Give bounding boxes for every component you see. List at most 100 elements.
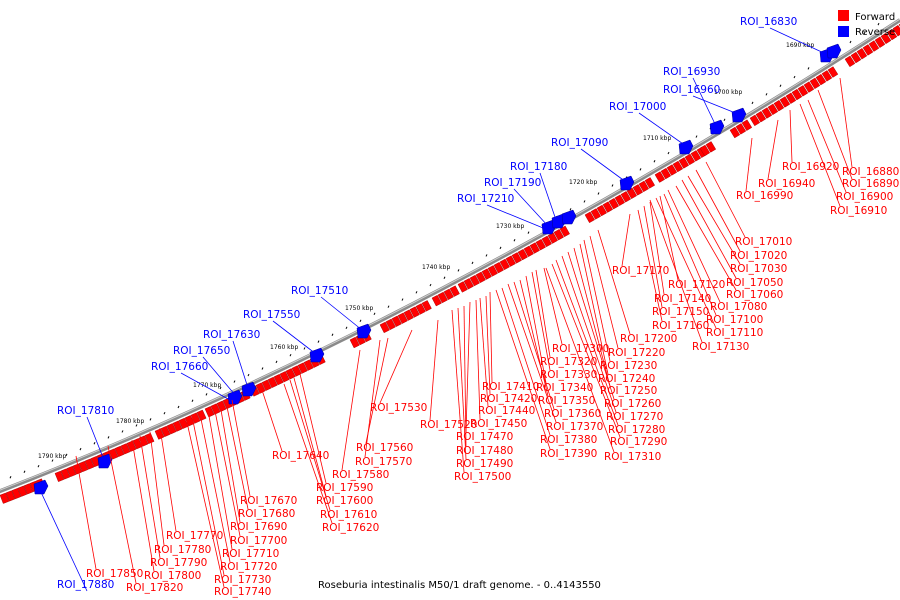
legend-reverse-label: Reverse: [855, 27, 895, 38]
forward-gene: [493, 261, 504, 274]
forward-leader-line: [663, 193, 717, 316]
forward-roi-label: ROI_17320: [540, 356, 597, 368]
forward-roi-label: ROI_17470: [456, 431, 513, 443]
forward-gene: [204, 406, 215, 418]
tick-mark: [597, 192, 600, 195]
forward-leader-line: [475, 299, 481, 420]
reverse-gene: [309, 347, 325, 363]
forward-gene: [535, 239, 546, 251]
forward-gene: [132, 438, 143, 450]
forward-leader-line: [807, 99, 847, 193]
forward-gene: [0, 492, 10, 504]
forward-roi-label: ROI_16920: [782, 161, 839, 173]
tick-label: 1770 kbp: [193, 382, 221, 389]
forward-gene: [553, 229, 564, 241]
forward-roi-label: ROI_17020: [730, 250, 787, 262]
forward-gene: [614, 194, 625, 206]
forward-gene: [23, 483, 34, 495]
forward-leader-line: [589, 235, 619, 349]
tick-mark: [233, 380, 236, 383]
forward-gene: [850, 51, 862, 64]
reverse-leader-line: [692, 77, 717, 127]
forward-gene: [349, 336, 360, 349]
forward-leader-line: [131, 439, 155, 572]
tick-mark: [205, 393, 208, 396]
forward-leader-line: [659, 195, 679, 281]
forward-leader-line: [551, 263, 621, 438]
forward-leader-line: [293, 377, 327, 497]
forward-gene: [672, 160, 684, 173]
forward-gene: [303, 359, 314, 371]
tick-mark: [373, 312, 376, 316]
tick-mark: [765, 93, 768, 96]
forward-gene: [60, 468, 71, 480]
tick-mark: [457, 269, 460, 272]
tick-mark: [345, 326, 348, 330]
forward-roi-label: ROI_17490: [456, 458, 513, 470]
forward-gene: [862, 44, 874, 56]
reverse-leader-line: [580, 148, 627, 183]
forward-roi-label: ROI_17390: [540, 448, 597, 460]
tick-mark: [317, 340, 320, 343]
tick-mark: [9, 476, 12, 479]
forward-roi-label: ROI_17520: [420, 419, 477, 431]
forward-leader-line: [621, 213, 631, 267]
tick-mark: [723, 118, 726, 122]
forward-gene: [210, 403, 221, 415]
forward-roi-label: ROI_17250: [600, 385, 657, 397]
forward-leader-line: [159, 427, 177, 532]
tick-mark: [275, 360, 278, 364]
forward-roi-label: ROI_16880: [842, 166, 899, 178]
forward-gene: [892, 24, 900, 37]
tick-mark: [149, 418, 152, 421]
reverse-gene: [227, 389, 243, 405]
forward-leader-line: [567, 251, 615, 400]
forward-leader-line: [479, 297, 489, 407]
reverse-roi-label: ROI_17180: [510, 161, 567, 173]
forward-gene: [261, 379, 272, 391]
forward-roi-label: ROI_16900: [836, 191, 893, 203]
forward-gene: [178, 417, 189, 430]
tick-mark: [93, 442, 96, 445]
tick-mark: [79, 447, 82, 451]
forward-gene: [54, 470, 65, 482]
tick-mark: [401, 298, 404, 301]
forward-roi-label: ROI_17820: [126, 582, 183, 594]
forward-gene: [511, 252, 522, 264]
tick-mark: [37, 464, 40, 468]
genome-backbone: [0, 18, 900, 494]
reverse-leader-line: [692, 95, 739, 115]
forward-gene: [160, 425, 171, 438]
tick-label: 1730 kbp: [496, 223, 524, 230]
forward-leader-line: [687, 175, 741, 265]
forward-leader-line: [745, 137, 753, 192]
forward-roi-label: ROI_17110: [706, 327, 763, 339]
forward-leader-line: [705, 161, 746, 238]
forward-leader-line: [561, 255, 617, 413]
forward-gene: [409, 306, 420, 318]
reverse-gene: [826, 43, 842, 59]
tick-mark: [639, 168, 642, 171]
forward-gene: [84, 458, 95, 470]
forward-leader-line: [667, 189, 721, 303]
forward-roi-label: ROI_17380: [540, 434, 597, 446]
forward-gene: [735, 123, 747, 135]
tick-mark: [359, 319, 362, 323]
forward-roi-label: ROI_17770: [166, 530, 223, 542]
reverse-roi-label: ROI_17810: [57, 405, 114, 417]
forward-leader-line: [637, 209, 663, 322]
forward-gene: [391, 315, 402, 327]
tick-mark: [177, 405, 180, 409]
forward-leader-line: [579, 243, 609, 375]
forward-roi-label: ROI_17240: [598, 373, 655, 385]
forward-leader-line: [213, 405, 241, 537]
forward-leader-line: [261, 389, 283, 452]
forward-roi-label: ROI_17220: [608, 347, 665, 359]
forward-gene: [741, 119, 753, 131]
forward-roi-label: ROI_17700: [230, 535, 287, 547]
forward-leader-line: [283, 383, 333, 524]
forward-leader-line: [75, 455, 97, 570]
tick-mark: [877, 22, 880, 26]
forward-leader-line: [789, 109, 793, 163]
tick-mark: [387, 305, 390, 308]
